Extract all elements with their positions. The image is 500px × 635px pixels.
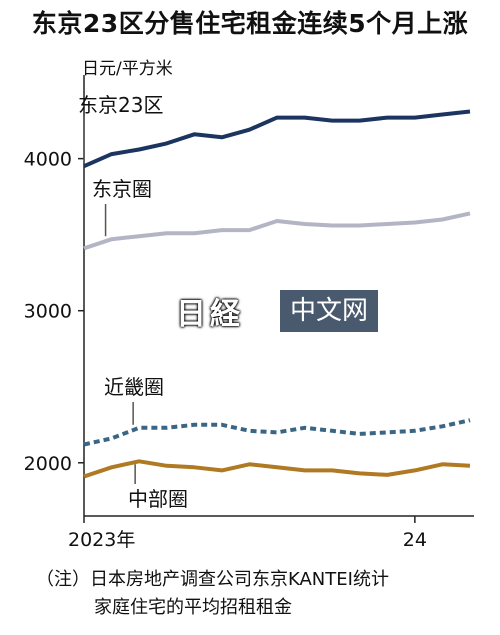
watermark: 日経 中文网 <box>140 289 380 333</box>
y-tick-label: 3000 <box>24 301 72 323</box>
y-axis-unit-label: 日元/平方米 <box>82 59 173 79</box>
series-line <box>83 211 471 251</box>
series-label: 东京23区 <box>78 93 163 117</box>
footnote: （注）日本房地产调查公司东京KANTEI统计 家庭住宅的平均招租租金 <box>36 566 389 622</box>
watermark-text: 中文网 <box>280 290 379 332</box>
x-tick-label: 2023年 <box>68 529 135 551</box>
x-tick-label: 24 <box>403 529 427 551</box>
y-tick-label: 4000 <box>24 149 72 171</box>
footnote-line-1: （注）日本房地产调查公司东京KANTEI统计 <box>36 569 389 590</box>
series-label: 近畿圈 <box>104 375 164 399</box>
y-tick-label: 2000 <box>24 453 72 475</box>
series-lines <box>83 109 471 479</box>
footnote-line-2: 家庭住宅的平均招租租金 <box>94 597 292 618</box>
watermark-logo: 日経 <box>176 297 244 332</box>
chart-title: 东京23区分售住宅租金连续5个月上涨 <box>31 9 469 38</box>
series-line <box>83 459 471 479</box>
series-label: 东京圈 <box>92 177 152 201</box>
series-line <box>83 109 471 169</box>
series-line <box>83 418 471 447</box>
series-label: 中部圈 <box>128 487 188 511</box>
